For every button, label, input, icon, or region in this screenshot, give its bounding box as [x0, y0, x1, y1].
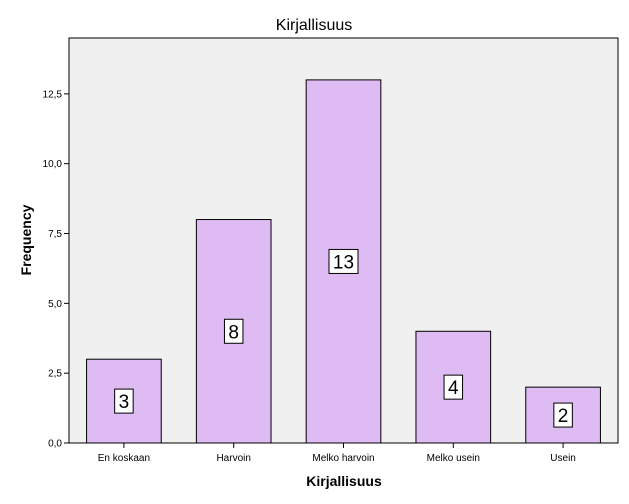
y-tick-label: 7,5 — [48, 229, 62, 240]
y-tick-label: 12,5 — [43, 89, 63, 100]
data-label: 8 — [228, 322, 239, 343]
y-tick-label: 5,0 — [48, 299, 62, 310]
x-axis: En koskaan Harvoin Melko harvoin Melko usei… — [98, 443, 576, 464]
data-label-box — [223, 318, 244, 344]
chart-title: Kirjallisuus — [276, 17, 352, 34]
y-tick-label: 2,5 — [48, 369, 62, 380]
x-tick-label: Usein — [550, 453, 576, 464]
data-label-box — [328, 248, 359, 274]
bars: 3 8 13 4 2 — [86, 79, 601, 444]
y-axis-label: Frequency — [18, 204, 34, 275]
x-tick-label: Harvoin — [216, 453, 250, 464]
x-tick-label: Melko usein — [427, 453, 480, 464]
data-label: 13 — [333, 252, 354, 273]
x-axis-label: Kirjallisuus — [306, 473, 382, 489]
data-label-box — [443, 374, 464, 400]
y-tick-label: 0,0 — [48, 439, 62, 450]
data-label-box — [114, 388, 134, 414]
x-tick-label: Melko harvoin — [312, 453, 374, 464]
y-tick-label: 10,0 — [43, 159, 63, 170]
data-label: 2 — [558, 406, 569, 427]
data-label: 3 — [119, 392, 130, 413]
x-tick-label: En koskaan — [98, 453, 150, 464]
y-axis: 0,0 2,5 5,0 7,5 10,0 12,5 — [43, 89, 69, 450]
data-label-box — [553, 402, 573, 428]
data-label: 4 — [448, 378, 459, 399]
